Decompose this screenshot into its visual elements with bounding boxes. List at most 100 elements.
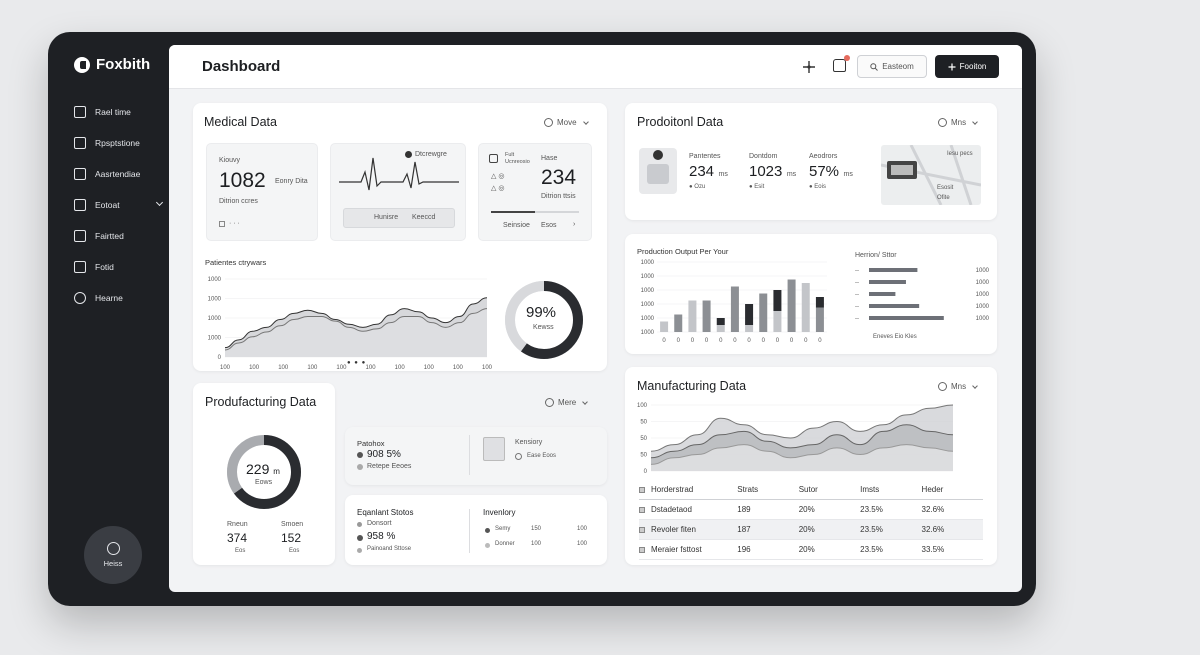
kensiory-sub: Ease Eoos [527,453,557,459]
y-tick-label: 1000 [208,277,222,283]
table-row[interactable]: Dstadetaod 189 20% 23.5% 32.6% [639,500,983,520]
medical-more-button[interactable]: Move [544,118,589,127]
y-tick-label: 1000 [208,316,222,322]
y-tick-label: 1000 [641,316,655,322]
map-legend-3: Ofite [937,195,950,201]
table-cell: Dstadetaod [639,505,737,514]
row-tick: -- [855,316,859,322]
produfacturing-data-card: Produfacturing Data 229 m Eows Rneun 374… [193,383,335,565]
bar [674,314,683,332]
sidebar-item-food[interactable]: Fotid [74,251,164,282]
table-cell: 20% [798,525,815,534]
brand-logo[interactable]: Foxbith [74,56,150,73]
equipment-title: Eqanlant Stotos [357,508,414,517]
y-tick-label: 1000 [641,274,655,280]
map-roads-icon [881,145,981,205]
patch-value: 908 5% [367,449,401,460]
page-title: Dashboard [202,58,281,75]
checkbox-icon[interactable] [639,486,645,493]
row-tick: -- [855,304,859,310]
table-cell: 23.5% [860,505,883,514]
x-tick-label: 0 [776,338,780,344]
donut-slice [227,435,301,509]
table-cell: 20% [798,505,815,514]
robot-illustration [639,148,677,194]
clock-icon [74,105,86,118]
manufacturing-more-button[interactable]: Mns [938,382,978,391]
bar [773,311,782,332]
stat-label: Pantentes [689,153,721,160]
progress-bar [491,211,579,213]
stat-sub-text: Eois [814,184,826,190]
y-tick-label: 50 [640,453,647,459]
map-legend-1: Iesu pecs [947,151,973,157]
bar [716,318,725,325]
inventory-title: Invenlory [483,508,516,517]
chevron-right-icon[interactable]: › [573,221,576,228]
x-tick-label: 100 [249,365,260,371]
produfacturing-more-button[interactable]: Mere [545,398,589,407]
stat-label: Kiouvy [219,157,241,164]
checkbox-icon[interactable] [639,546,645,553]
sidebar-item-reports[interactable]: Rpsptstione [74,127,164,158]
status-dot [357,535,363,541]
pager-dots[interactable]: ● ● ● [347,360,367,366]
productional-more-button[interactable]: Mns [938,118,978,127]
sidebar-item-label: Fotid [95,261,114,272]
left-stat-label: Rneun [227,521,248,528]
x-tick-label: 100 [220,365,231,371]
donut-label: Kewss [533,324,554,331]
bar [869,304,920,308]
bar [745,304,754,325]
chevron-down-icon [972,382,978,389]
sidebar-item-label: Eotoat [95,199,120,210]
bar [730,286,739,332]
gear-icon [938,382,947,391]
stat-unit: ms [786,171,797,178]
x-tick-label: 0 [662,338,666,344]
divider [469,435,470,475]
table-row[interactable]: Meraier fsttost 196 20% 23.5% 33.5% [639,540,983,560]
sidebar-item-label: Aasrtendiae [95,168,141,179]
left-stat-sub: Eos [235,548,246,554]
row-tick: -- [855,268,859,274]
table-cell: 23.5% [860,545,883,554]
primary-button[interactable]: Fooiton [935,55,999,78]
ecg-label: Dtcrewgre [415,151,447,158]
search-button[interactable]: Easteom [857,55,927,78]
search-label: Easteom [882,62,914,71]
sidebar-item-home[interactable]: Hearne [74,282,164,313]
bar [869,280,906,284]
bar [660,321,669,332]
y-tick-label: 1000 [208,297,222,303]
sidebar-item-attendance[interactable]: Aasrtendiae [74,158,164,189]
chevron-down-icon [582,118,589,125]
sidebar-item-output[interactable]: Eotoat [74,189,164,220]
move-icon[interactable] [803,61,815,73]
sidebar-item-real-time[interactable]: Rael time [74,96,164,127]
notification-bell-icon[interactable] [833,55,850,72]
produfacturing-donut-chart [227,435,301,509]
right-stat-value: 152 [281,531,302,545]
stat-label-1: Fult [505,152,515,158]
checkbox-icon[interactable] [639,506,645,513]
inventory-row-a: 100 [531,541,542,547]
checkbox-icon[interactable] [639,526,645,533]
table-cell: 23.5% [860,525,883,534]
bar-value-label: 1000 [976,268,990,274]
gear-icon [515,453,522,460]
help-button[interactable]: Heiss [84,526,142,584]
bar [815,297,824,308]
table-header-cell: Horderstrad [639,485,737,494]
sidebar-item-featured[interactable]: Fairtted [74,220,164,251]
y-tick-label: 1000 [208,336,222,342]
donut-unit: m [273,467,280,476]
table-cell: Meraier fsttost [639,545,737,554]
table-row[interactable]: Revoler fiten 187 20% 23.5% 32.6% [639,520,983,540]
y-tick-label: 1000 [641,302,655,308]
table-cell: 20% [798,545,815,554]
primary-button-label: Fooiton [959,62,987,71]
table-header-cell: Imsts [860,485,880,494]
main-screen: Dashboard Easteom Fooiton Medical Data M… [169,45,1022,592]
stat-value: 1023 [749,163,783,180]
